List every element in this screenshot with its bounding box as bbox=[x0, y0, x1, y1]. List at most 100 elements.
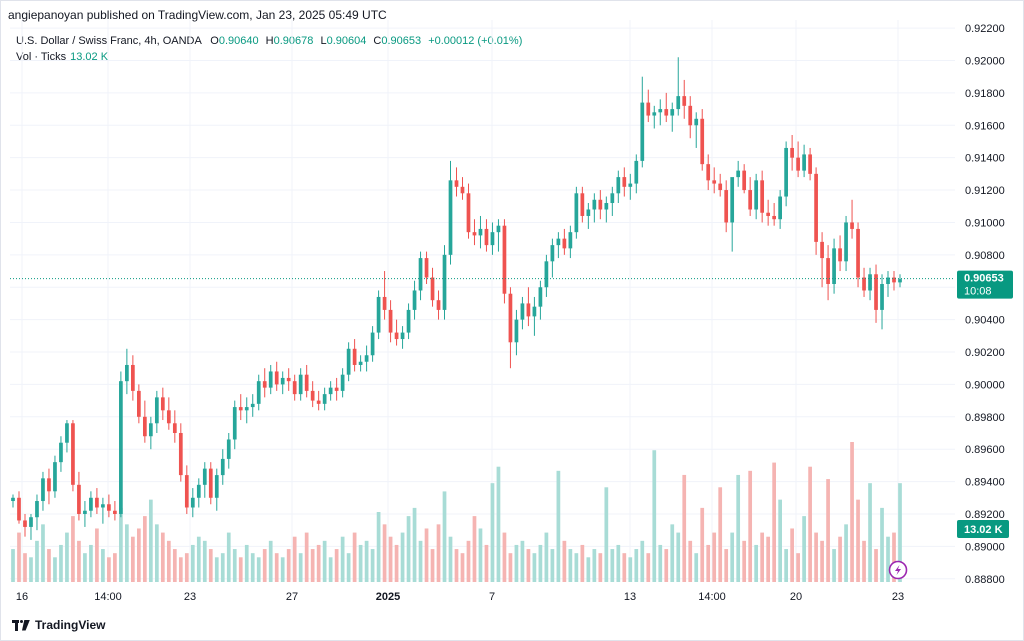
candle[interactable] bbox=[778, 190, 782, 229]
candle[interactable] bbox=[868, 267, 872, 301]
candle[interactable] bbox=[286, 368, 291, 391]
candle[interactable] bbox=[232, 400, 237, 450]
candle[interactable] bbox=[790, 134, 794, 171]
candle[interactable] bbox=[658, 99, 663, 126]
candle[interactable] bbox=[856, 222, 860, 288]
candle[interactable] bbox=[712, 167, 717, 194]
candle[interactable] bbox=[700, 109, 705, 171]
candle[interactable] bbox=[196, 478, 201, 508]
candle[interactable] bbox=[322, 387, 327, 411]
candle[interactable] bbox=[832, 238, 836, 294]
candle[interactable] bbox=[328, 381, 333, 401]
candle[interactable] bbox=[706, 154, 711, 191]
candle[interactable] bbox=[268, 364, 273, 395]
candle[interactable] bbox=[238, 394, 243, 421]
candle[interactable] bbox=[598, 190, 603, 220]
candle[interactable] bbox=[766, 199, 771, 226]
candle[interactable] bbox=[892, 271, 896, 291]
candle[interactable] bbox=[526, 287, 531, 327]
candle[interactable] bbox=[490, 222, 495, 255]
candle[interactable] bbox=[586, 203, 591, 229]
candle[interactable] bbox=[119, 371, 123, 518]
candle[interactable] bbox=[664, 92, 669, 123]
candle[interactable] bbox=[754, 173, 759, 220]
candle[interactable] bbox=[796, 141, 800, 178]
candle[interactable] bbox=[820, 232, 824, 288]
candle[interactable] bbox=[748, 177, 753, 216]
candle[interactable] bbox=[718, 173, 723, 197]
candle[interactable] bbox=[568, 225, 573, 259]
candle[interactable] bbox=[550, 238, 555, 278]
candle[interactable] bbox=[574, 186, 579, 239]
candle[interactable] bbox=[89, 491, 93, 518]
candle[interactable] bbox=[556, 232, 561, 259]
candle[interactable] bbox=[172, 410, 177, 443]
candle[interactable] bbox=[742, 164, 747, 194]
candle[interactable] bbox=[388, 300, 393, 343]
candle[interactable] bbox=[256, 374, 261, 411]
candle[interactable] bbox=[580, 186, 585, 223]
footer-brand[interactable]: TradingView bbox=[35, 618, 106, 632]
candle[interactable] bbox=[358, 355, 363, 372]
candle[interactable] bbox=[454, 167, 459, 197]
candle[interactable] bbox=[29, 513, 33, 540]
candle[interactable] bbox=[178, 423, 183, 482]
candle[interactable] bbox=[274, 361, 279, 391]
candle[interactable] bbox=[262, 368, 267, 398]
candle[interactable] bbox=[148, 416, 153, 450]
candle[interactable] bbox=[610, 186, 615, 216]
candle[interactable] bbox=[460, 177, 465, 200]
candle[interactable] bbox=[310, 381, 315, 408]
candle[interactable] bbox=[826, 245, 830, 301]
candle[interactable] bbox=[430, 267, 435, 307]
candle[interactable] bbox=[214, 468, 219, 511]
candle[interactable] bbox=[442, 245, 447, 320]
candle[interactable] bbox=[400, 326, 405, 349]
candle[interactable] bbox=[131, 355, 135, 401]
candle[interactable] bbox=[730, 177, 735, 252]
candle[interactable] bbox=[220, 449, 225, 485]
legend-symbol[interactable]: U.S. Dollar / Swiss Franc, 4h, OANDA bbox=[16, 35, 202, 47]
candle[interactable] bbox=[814, 167, 818, 255]
candle[interactable] bbox=[154, 390, 159, 433]
candle[interactable] bbox=[208, 462, 213, 505]
candle[interactable] bbox=[850, 199, 854, 239]
candle[interactable] bbox=[520, 296, 525, 330]
candle[interactable] bbox=[184, 465, 189, 514]
candle[interactable] bbox=[478, 215, 483, 249]
candle[interactable] bbox=[101, 497, 105, 524]
candle[interactable] bbox=[280, 371, 285, 395]
candle[interactable] bbox=[496, 219, 501, 252]
candle[interactable] bbox=[562, 228, 567, 255]
candle[interactable] bbox=[622, 167, 627, 197]
candle[interactable] bbox=[502, 219, 507, 304]
candle[interactable] bbox=[802, 144, 806, 178]
candle[interactable] bbox=[484, 219, 489, 252]
candle[interactable] bbox=[628, 173, 633, 200]
candle[interactable] bbox=[784, 141, 788, 207]
candle[interactable] bbox=[298, 368, 303, 401]
candle[interactable] bbox=[760, 170, 765, 223]
candle[interactable] bbox=[808, 147, 812, 181]
candle[interactable] bbox=[352, 339, 357, 372]
candle[interactable] bbox=[394, 319, 399, 346]
candle[interactable] bbox=[772, 203, 776, 226]
candle[interactable] bbox=[41, 471, 45, 511]
candle[interactable] bbox=[616, 170, 621, 204]
candle[interactable] bbox=[874, 264, 878, 323]
candle[interactable] bbox=[364, 345, 369, 372]
candle[interactable] bbox=[95, 488, 99, 514]
candle[interactable] bbox=[640, 76, 645, 168]
candle[interactable] bbox=[65, 420, 69, 453]
candle[interactable] bbox=[532, 296, 537, 336]
candle[interactable] bbox=[838, 235, 842, 272]
candle[interactable] bbox=[83, 501, 87, 527]
candle[interactable] bbox=[53, 455, 57, 498]
candle[interactable] bbox=[466, 183, 471, 239]
candle[interactable] bbox=[166, 397, 171, 430]
candle[interactable] bbox=[334, 377, 339, 401]
candle[interactable] bbox=[472, 219, 477, 246]
candle[interactable] bbox=[436, 290, 441, 320]
candle[interactable] bbox=[682, 79, 687, 119]
candle[interactable] bbox=[190, 488, 195, 518]
